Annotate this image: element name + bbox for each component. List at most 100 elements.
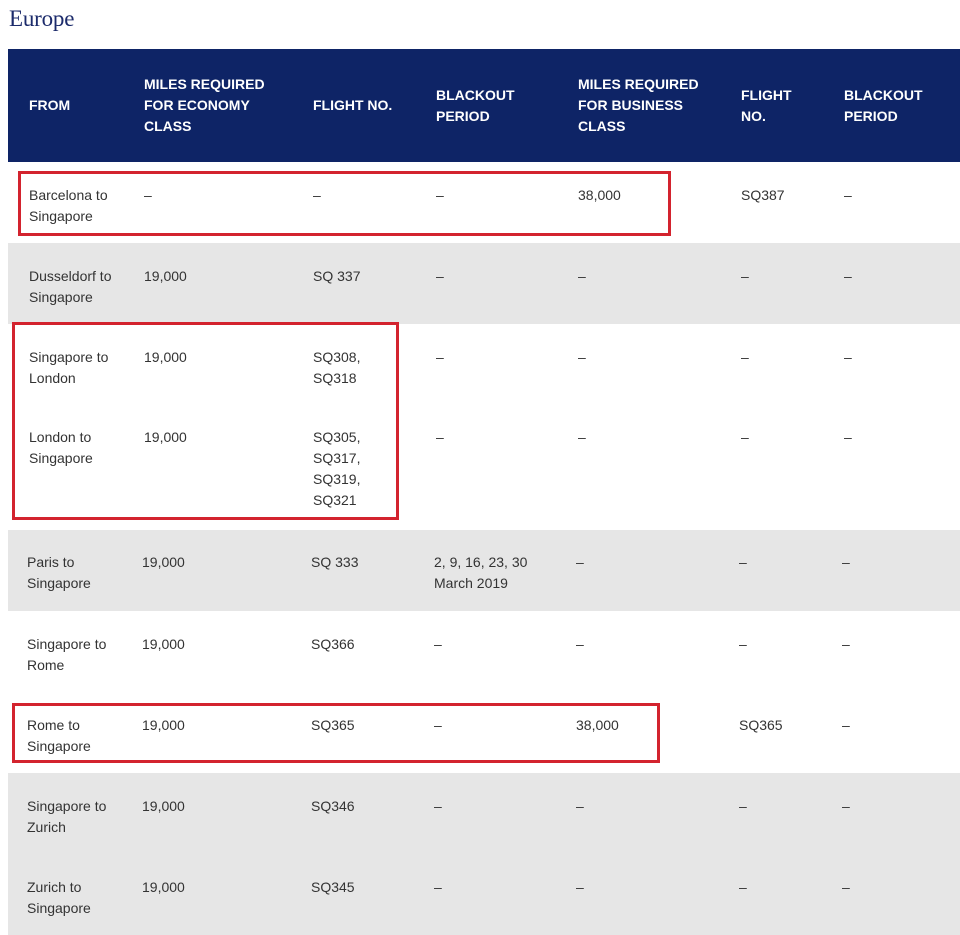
cell-economy-miles: – <box>139 162 307 243</box>
cell-text: – <box>313 187 321 203</box>
cell-text: – <box>842 879 850 895</box>
header-from: FROM <box>8 49 139 162</box>
cell-business-miles: 38,000 <box>575 692 741 773</box>
cell-business-blackout: – <box>838 162 960 243</box>
table-row: Barcelona to Singapore – – – 38,000 SQ387 – <box>8 162 960 243</box>
header-business-miles: MILES REQUIRED FOR BUSINESS CLASS <box>575 49 741 162</box>
header-economy-flight-no: FLIGHT NO. <box>307 49 434 162</box>
europe-fares-table: FROM MILES REQUIRED FOR ECONOMY CLASS FL… <box>8 49 960 935</box>
cell-economy-flight-no: SQ 337 <box>307 243 434 324</box>
cell-economy-miles: 19,000 <box>139 773 307 854</box>
cell-text: 19,000 <box>142 636 185 652</box>
section-title: Europe <box>9 6 75 31</box>
cell-text: Zurich to Singapore <box>27 879 91 916</box>
cell-business-miles: – <box>575 324 741 405</box>
cell-business-flight-no: – <box>741 243 838 324</box>
table-row: Zurich to Singapore 19,000 SQ345 – – – – <box>8 854 960 935</box>
cell-from: London to Singapore <box>8 405 139 530</box>
cell-text: Singapore to London <box>29 349 109 386</box>
cell-economy-flight-no: SQ345 <box>307 854 434 935</box>
cell-economy-blackout: 2, 9, 16, 23, 30 March 2019 <box>434 530 575 611</box>
cell-text: 19,000 <box>144 349 187 365</box>
cell-economy-flight-no: SQ366 <box>307 611 434 692</box>
cell-economy-blackout: – <box>434 324 575 405</box>
cell-business-flight-no: – <box>739 530 838 611</box>
cell-economy-miles: 19,000 <box>139 854 307 935</box>
cell-text: 19,000 <box>144 268 187 284</box>
cell-text: – <box>739 554 747 570</box>
cell-text: Singapore to Zurich <box>27 798 107 835</box>
cell-text: SQ345 <box>311 879 355 895</box>
cell-text: SQ387 <box>741 187 785 203</box>
cell-text: – <box>844 349 852 365</box>
cell-business-flight-no: SQ365 <box>739 692 838 773</box>
cell-business-miles: – <box>575 405 741 530</box>
cell-text: – <box>741 429 749 445</box>
cell-text: – <box>436 349 444 365</box>
cell-business-blackout: – <box>838 692 960 773</box>
cell-text: SQ366 <box>311 636 355 652</box>
cell-business-miles: – <box>575 530 741 611</box>
cell-economy-blackout: – <box>434 773 575 854</box>
header-economy-blackout: BLACKOUT PERIOD <box>434 49 575 162</box>
cell-economy-flight-no: SQ 333 <box>307 530 434 611</box>
cell-text: – <box>436 429 444 445</box>
cell-economy-blackout: – <box>434 243 575 324</box>
cell-from: Rome to Singapore <box>8 692 139 773</box>
cell-from: Singapore to London <box>8 324 139 405</box>
cell-business-blackout: – <box>838 611 960 692</box>
cell-text: – <box>739 798 747 814</box>
cell-text: – <box>741 349 749 365</box>
cell-text: – <box>144 187 152 203</box>
cell-economy-miles: 19,000 <box>139 692 307 773</box>
cell-text: Singapore to Rome <box>27 636 107 673</box>
cell-business-miles: – <box>575 611 741 692</box>
header-business-flight-no: FLIGHT NO. <box>741 49 838 162</box>
table-row: Rome to Singapore 19,000 SQ365 – 38,000 SQ365… <box>8 692 960 773</box>
cell-from: Barcelona to Singapore <box>8 162 139 243</box>
cell-text: 19,000 <box>142 717 185 733</box>
table-row: Singapore to London 19,000 SQ308, SQ318 – – –… <box>8 324 960 405</box>
cell-text: – <box>842 798 850 814</box>
cell-economy-flight-no: SQ305, SQ317, SQ319, SQ321 <box>307 405 434 530</box>
cell-text: – <box>844 429 852 445</box>
cell-business-flight-no: – <box>741 405 838 530</box>
cell-text: 38,000 <box>578 187 621 203</box>
cell-text: SQ 333 <box>311 554 359 570</box>
cell-text: – <box>842 717 850 733</box>
header-economy-miles: MILES REQUIRED FOR ECONOMY CLASS <box>139 49 307 162</box>
cell-economy-miles: 19,000 <box>139 324 307 405</box>
cell-text: – <box>578 429 586 445</box>
cell-text: – <box>842 554 850 570</box>
cell-text: – <box>576 798 584 814</box>
cell-text: – <box>578 268 586 284</box>
table-header-row: FROM MILES REQUIRED FOR ECONOMY CLASS FL… <box>8 49 960 162</box>
cell-economy-blackout: – <box>434 854 575 935</box>
cell-economy-miles: 19,000 <box>139 530 307 611</box>
cell-text: 19,000 <box>142 554 185 570</box>
cell-economy-blackout: – <box>434 692 575 773</box>
cell-text: London to Singapore <box>29 429 93 466</box>
cell-economy-blackout: – <box>434 162 575 243</box>
cell-text: SQ305, SQ317, SQ319, SQ321 <box>313 429 361 508</box>
cell-text: SQ365 <box>311 717 355 733</box>
cell-text: SQ 337 <box>313 268 361 284</box>
cell-text: – <box>578 349 586 365</box>
cell-text: – <box>434 717 442 733</box>
cell-economy-flight-no: SQ365 <box>307 692 434 773</box>
cell-text: – <box>434 798 442 814</box>
cell-text: SQ365 <box>739 717 783 733</box>
cell-text: Rome to Singapore <box>27 717 91 754</box>
cell-text: – <box>576 554 584 570</box>
cell-economy-flight-no: SQ346 <box>307 773 434 854</box>
cell-business-blackout: – <box>838 854 960 935</box>
cell-from: Dusseldorf to Singapore <box>8 243 139 324</box>
table-row: Singapore to Zurich 19,000 SQ346 – – – – <box>8 773 960 854</box>
cell-text: – <box>576 879 584 895</box>
cell-economy-blackout: – <box>434 611 575 692</box>
cell-business-blackout: – <box>838 243 960 324</box>
cell-economy-miles: 19,000 <box>139 611 307 692</box>
cell-economy-miles: 19,000 <box>139 405 307 530</box>
cell-economy-miles: 19,000 <box>139 243 307 324</box>
cell-business-flight-no: – <box>739 611 838 692</box>
